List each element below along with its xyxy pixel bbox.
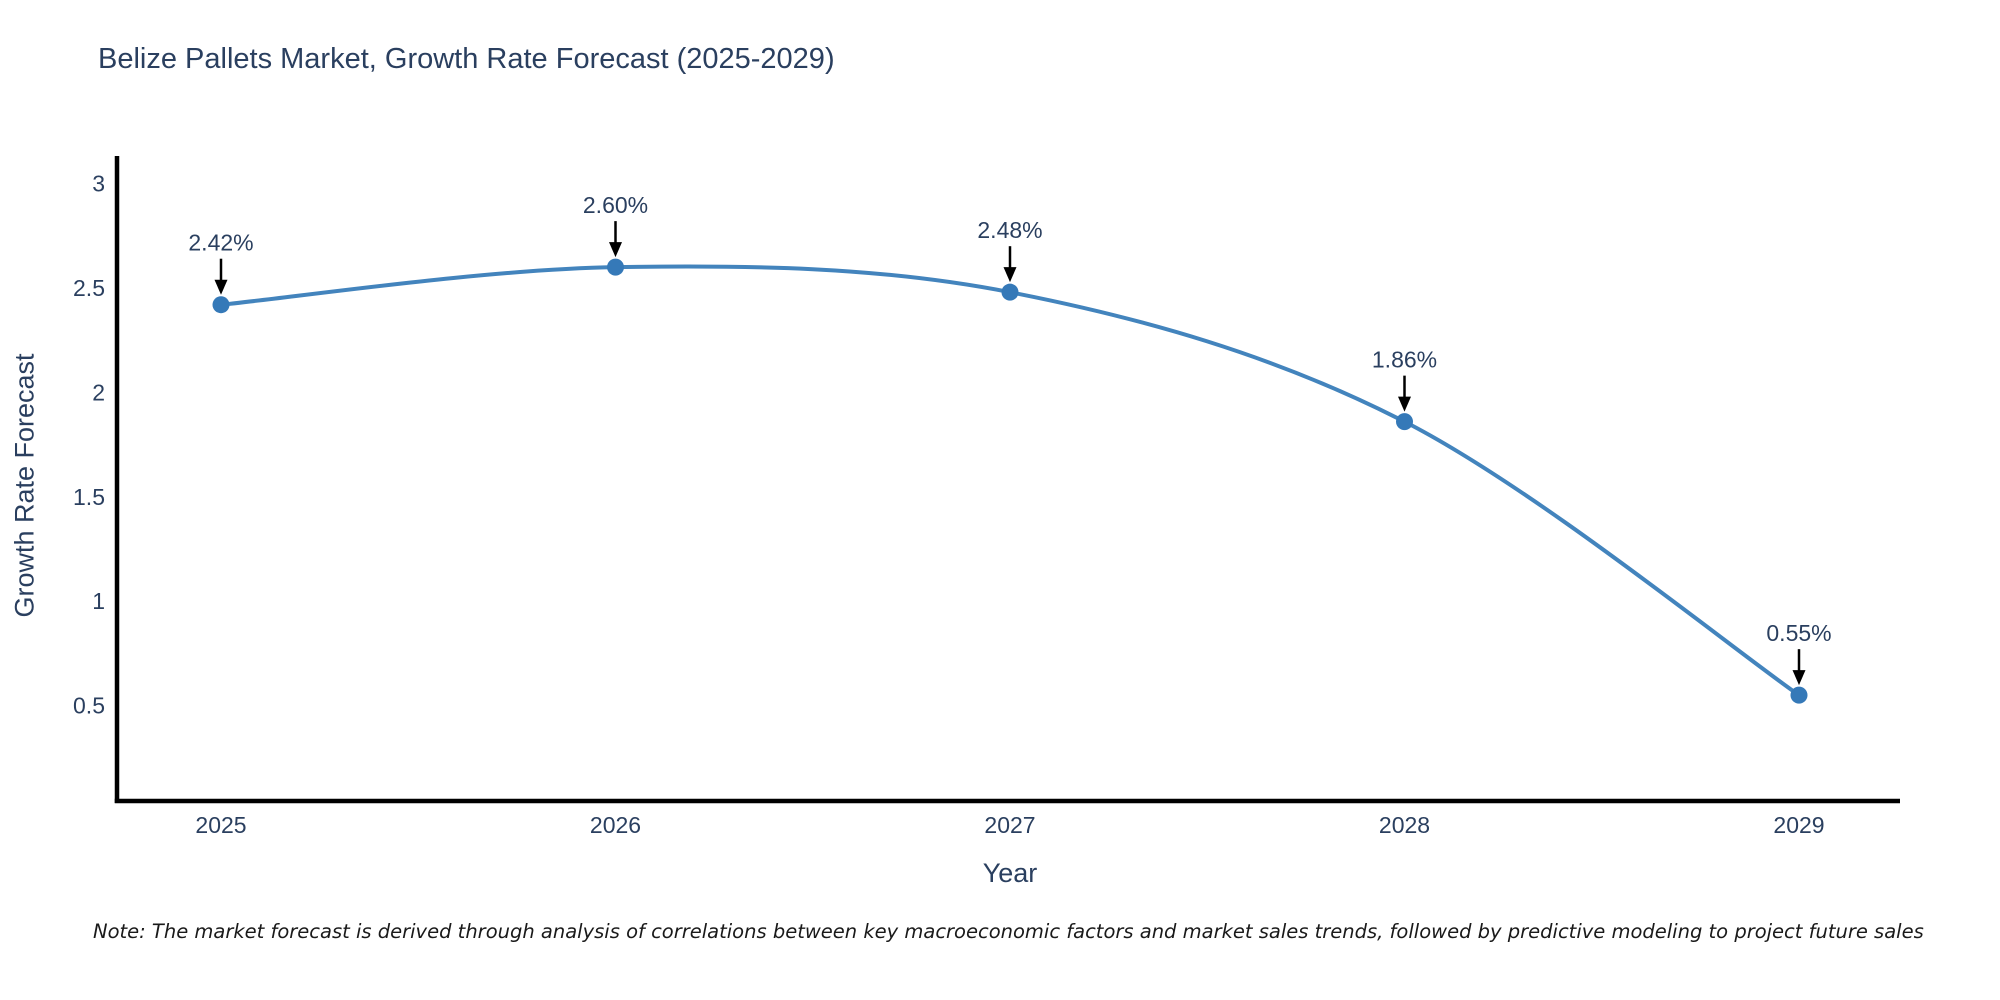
data-point-marker (1396, 413, 1413, 431)
point-annotations: 2.42% 2.60% 2.48% 1.86% 0.55% (188, 192, 1832, 686)
data-point-markers (212, 258, 1808, 704)
annotation-arrowhead (1398, 396, 1411, 412)
x-tick-labels: 2025 2026 2027 2028 2029 (195, 812, 1824, 838)
forecast-line (219, 264, 1801, 698)
point-annotation-label: 1.86% (1372, 347, 1437, 373)
y-tick-label: 1 (92, 588, 105, 614)
x-tick-label: 2028 (1379, 812, 1430, 838)
y-tick-label: 2 (92, 379, 105, 405)
x-tick-label: 2029 (1773, 812, 1824, 838)
point-annotation-label: 2.48% (977, 217, 1042, 243)
y-tick-label: 0.5 (73, 693, 105, 719)
forecast-line-series (219, 264, 1801, 698)
footnote: Note: The market forecast is derived thr… (93, 920, 1924, 943)
chart-title: Belize Pallets Market, Growth Rate Forec… (98, 43, 835, 75)
y-tick-labels: 0.5 1 1.5 2 2.5 3 (73, 171, 105, 719)
y-axis-title: Growth Rate Forecast (9, 353, 40, 618)
data-point-marker (1790, 686, 1808, 704)
x-tick-label: 2025 (195, 812, 246, 838)
data-point-marker (1001, 283, 1019, 301)
annotation-arrowhead (214, 279, 228, 295)
annotation-arrowhead (1792, 670, 1806, 686)
annotation-arrowhead (609, 242, 622, 258)
point-annotation-label: 2.60% (583, 192, 648, 218)
x-tick-label: 2026 (590, 812, 641, 838)
x-axis-title: Year (982, 858, 1038, 888)
annotation-arrowhead (1003, 267, 1017, 283)
point-annotation-label: 2.42% (188, 230, 253, 256)
data-point-marker (212, 296, 230, 314)
y-tick-label: 2.5 (73, 275, 105, 301)
x-tick-label: 2027 (984, 812, 1035, 838)
data-point-marker (607, 258, 624, 276)
y-tick-label: 3 (92, 171, 105, 197)
point-annotation-label: 0.55% (1766, 620, 1831, 646)
y-tick-label: 1.5 (73, 484, 105, 510)
